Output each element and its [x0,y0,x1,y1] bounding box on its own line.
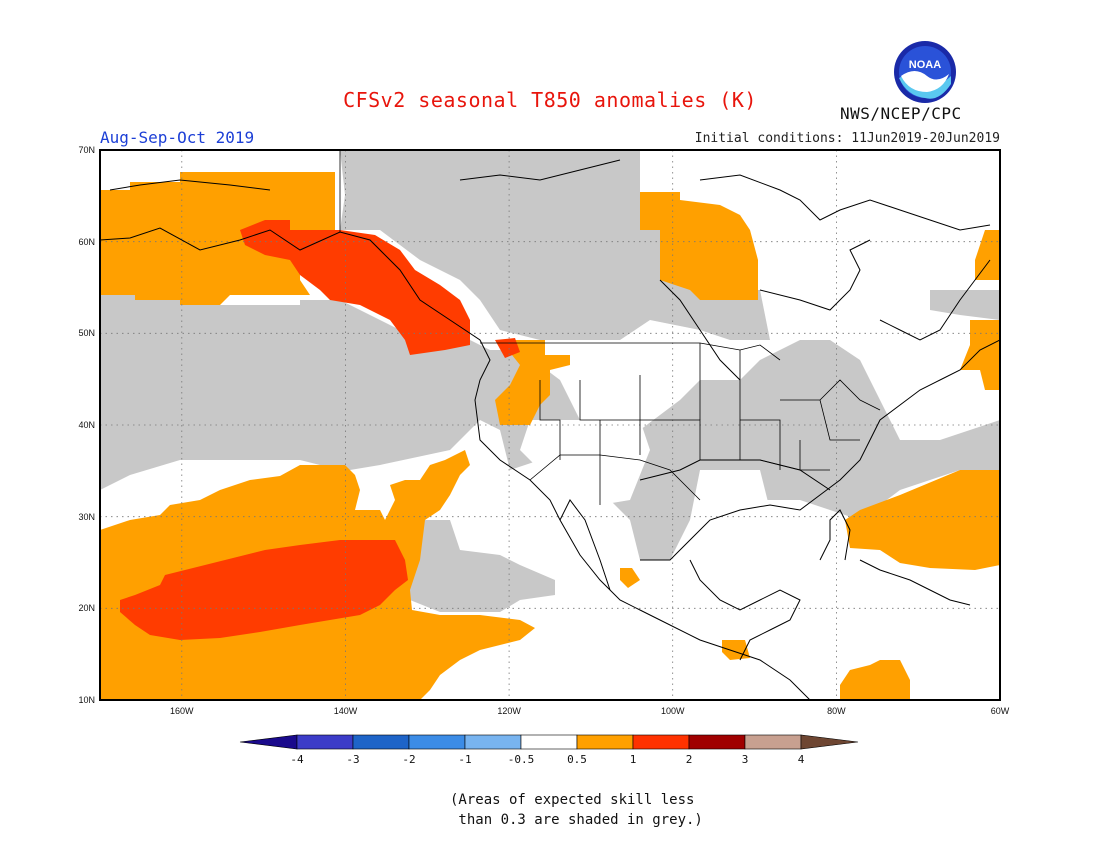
longitude-labels: 160W 140W 120W 100W 80W 60W [170,706,1010,716]
lon-label: 60W [991,706,1010,716]
logo-text: NOAA [909,59,941,71]
forecast-period: Aug-Sep-Oct 2019 [100,128,255,147]
orange-region-atlantic [845,470,1000,570]
orange-region-caribbean [840,660,910,700]
colorbar-tick-label: -0.5 [508,753,535,766]
colorbar-box [352,734,410,750]
colorbar-box [520,734,578,750]
colorbar-box [296,734,354,750]
red-region-gulf-alaska [240,220,470,355]
colorbar-tick-label: -4 [290,753,304,766]
lon-label: 100W [661,706,685,716]
colorbar-tick-label: -3 [346,753,359,766]
initial-conditions: Initial conditions: 11Jun2019-20Jun2019 [694,131,1000,146]
lon-label: 160W [170,706,194,716]
lat-label: 50N [78,328,95,338]
orange-region-alaska [100,172,335,305]
colorbar-tick-label: 2 [686,753,693,766]
noaa-logo-icon: NOAA [894,41,956,103]
colorbar-left-arrow [239,734,298,750]
orange-region-newfoundland [975,230,1000,280]
orange-region-mexico [620,568,640,588]
colorbar-box [744,734,802,750]
white-clear-us-west [585,375,660,420]
white-clear-us-south [700,470,770,515]
colorbar-tick-label: 0.5 [567,753,587,766]
anomaly-map: 70N 60N 50N 40N 30N 20N 10N 160W 140W 12… [78,145,1010,716]
orange-region-pacific-nw [495,340,570,425]
colorbar-boxes [239,734,859,750]
red-region-hawaii [120,540,408,640]
orange-region-nova-scotia [960,320,1000,390]
grey-region-canada [340,150,770,340]
map-frame [99,149,1001,701]
colorbar-right-arrow [800,734,859,750]
lon-label: 140W [334,706,358,716]
lat-label: 10N [78,695,95,705]
orange-region-hudson [640,192,758,300]
lon-label: 80W [827,706,846,716]
grey-region-mexico-pacific [410,520,555,612]
political-boundaries [339,150,881,505]
agency-label: NWS/NCEP/CPC [840,104,962,123]
colorbar-tick-label: 4 [798,753,805,766]
colorbar-box [688,734,746,750]
lat-label: 20N [78,603,95,613]
lat-label: 60N [78,237,95,247]
latitude-labels: 70N 60N 50N 40N 30N 20N 10N [78,145,95,705]
lat-label: 70N [78,145,95,155]
grey-region-eastern-canada [930,290,1000,320]
lat-label: 30N [78,512,95,522]
colorbar: -4 -3 -2 -1 -0.5 0.5 1 2 3 4 [239,734,859,766]
lon-label: 120W [497,706,521,716]
colorbar-tick-label: -2 [402,753,415,766]
colorbar-labels: -4 -3 -2 -1 -0.5 0.5 1 2 3 4 [290,753,804,766]
skill-note: (Areas of expected skill less than 0.3 a… [450,792,703,828]
colorbar-tick-label: 3 [742,753,749,766]
colorbar-box [576,734,634,750]
colorbar-box [464,734,522,750]
colorbar-tick-label: -1 [458,753,471,766]
lat-label: 40N [78,420,95,430]
colorbar-box [632,734,690,750]
white-clear-us-southwest [520,420,650,505]
colorbar-tick-label: 1 [630,753,637,766]
colorbar-box [408,734,466,750]
chart-title: CFSv2 seasonal T850 anomalies (K) [343,88,757,112]
map-gridlines [100,150,1000,700]
